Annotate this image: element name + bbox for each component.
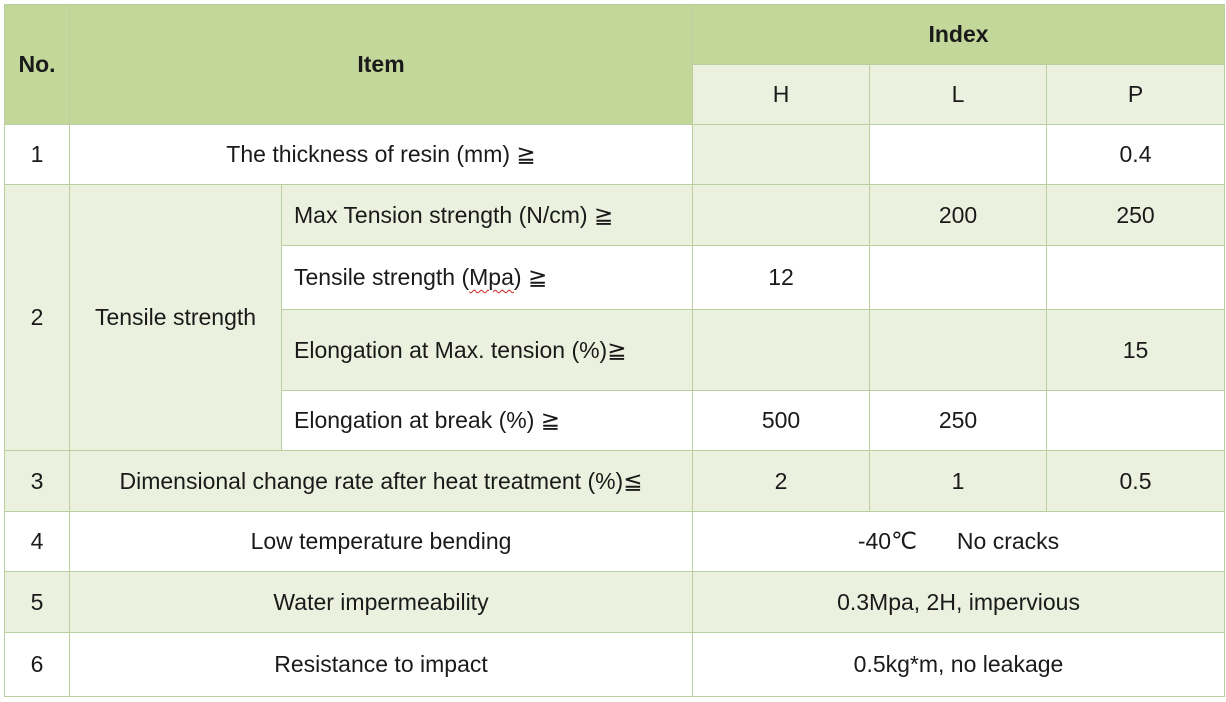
row-number: 4 xyxy=(4,511,70,572)
header-index: Index xyxy=(692,4,1226,65)
cell-p xyxy=(1046,245,1226,310)
cell-p xyxy=(1046,390,1226,451)
table-row: Elongation at Max. tension (%)≧ 15 xyxy=(5,309,1226,391)
temperature-value: -40℃ xyxy=(857,528,917,554)
cell-l: 250 xyxy=(869,390,1048,451)
cell-h xyxy=(692,124,871,185)
row-value: 0.3Mpa, 2H, impervious xyxy=(692,571,1226,633)
cell-p: 0.4 xyxy=(1046,124,1226,185)
table-row: 4 Low temperature bending -40℃ No cracks xyxy=(4,511,1226,572)
table-row: 3 Dimensional change rate after heat tre… xyxy=(4,450,1226,512)
row-number: 6 xyxy=(4,632,70,697)
sub-item-label-unit: Mpa xyxy=(469,264,514,290)
cell-h: 12 xyxy=(692,245,871,310)
sub-item-label: Elongation at Max. tension (%)≧ xyxy=(280,309,694,391)
cell-l: 1 xyxy=(869,450,1048,512)
sub-item-label: Max Tension strength (N/cm) ≧ xyxy=(280,184,694,246)
row-value: 0.5kg*m, no leakage xyxy=(692,632,1226,697)
row-number: 3 xyxy=(4,450,70,512)
sub-item-label: Tensile strength (Mpa) ≧ xyxy=(280,245,694,310)
header-p: P xyxy=(1046,64,1226,125)
cell-p: 0.5 xyxy=(1046,450,1226,512)
header-item: Item xyxy=(68,4,694,125)
cell-p: 15 xyxy=(1046,309,1226,391)
table-row: 5 Water impermeability 0.3Mpa, 2H, imper… xyxy=(4,571,1226,633)
cell-h: 500 xyxy=(692,390,871,451)
row-value: -40℃ No cracks xyxy=(692,511,1226,572)
row-item: Low temperature bending xyxy=(68,511,694,572)
row-item: Dimensional change rate after heat treat… xyxy=(68,450,694,512)
table-row: Elongation at break (%) ≧ 500 250 xyxy=(5,390,1226,451)
table-row: Tensile strength (Mpa) ≧ 12 xyxy=(5,245,1226,310)
sub-item-label-post: ) ≧ xyxy=(513,264,548,290)
header-l: L xyxy=(869,64,1048,125)
spec-table: No. Item Index H L P 1 The thickness of … xyxy=(4,4,1226,697)
result-text: No cracks xyxy=(956,528,1060,554)
table-row: 6 Resistance to impact 0.5kg*m, no leaka… xyxy=(4,632,1226,697)
header-h: H xyxy=(692,64,871,125)
row-number: 5 xyxy=(4,571,70,633)
cell-l xyxy=(869,124,1048,185)
row-number: 2 xyxy=(4,184,70,451)
cell-h: 2 xyxy=(692,450,871,512)
row-item: Resistance to impact xyxy=(68,632,694,697)
sub-item-label-pre: Tensile strength ( xyxy=(294,264,470,290)
row-item: Tensile strength xyxy=(69,184,282,451)
header-no: No. xyxy=(4,4,70,125)
cell-l: 200 xyxy=(869,184,1048,246)
row-item: The thickness of resin (mm) ≧ xyxy=(68,124,694,185)
cell-p: 250 xyxy=(1046,184,1226,246)
row-item: Water impermeability xyxy=(68,571,694,633)
table-row: 1 The thickness of resin (mm) ≧ 0.4 xyxy=(4,124,1226,185)
table-row: 2 Tensile strength Max Tension strength … xyxy=(4,184,1226,451)
cell-l xyxy=(869,245,1048,310)
cell-h xyxy=(692,184,871,246)
sub-item-label: Elongation at break (%) ≧ xyxy=(280,390,694,451)
row-number: 1 xyxy=(4,124,70,185)
cell-h xyxy=(692,309,871,391)
cell-l xyxy=(869,309,1048,391)
